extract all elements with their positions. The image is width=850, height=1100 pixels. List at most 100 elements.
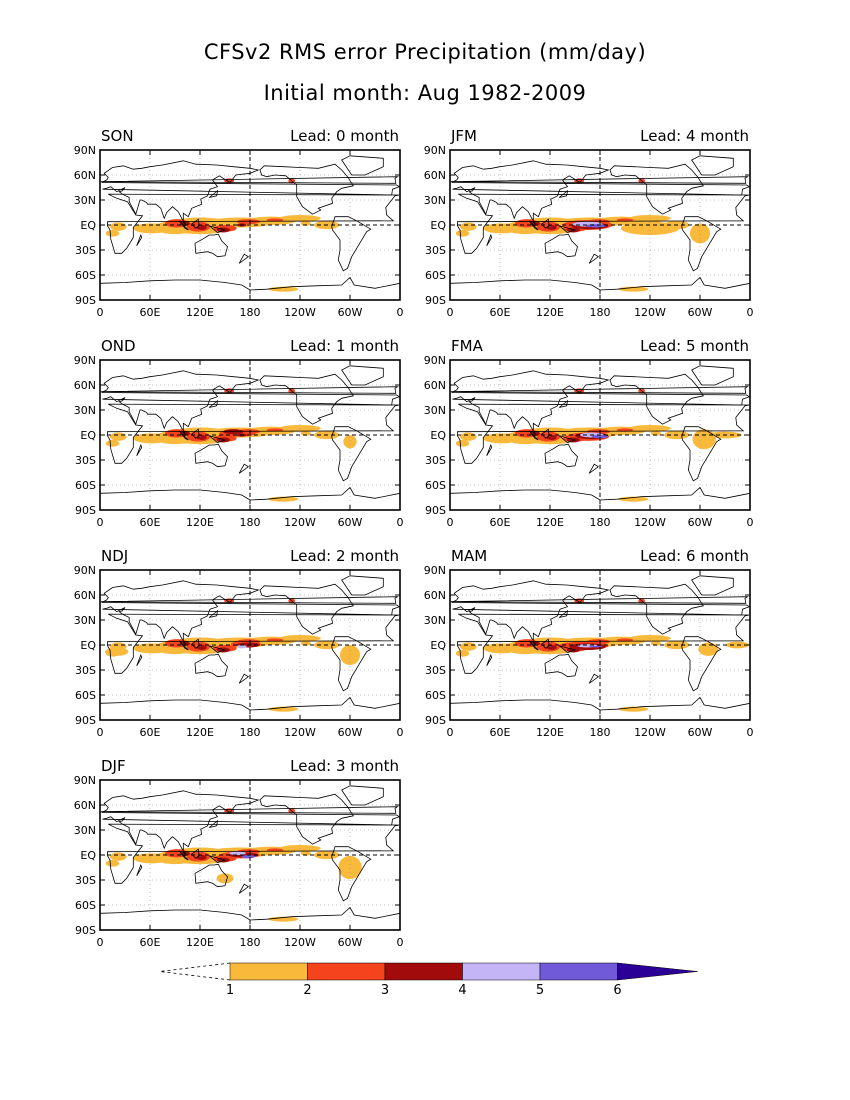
lon-tick-label: 0 [397,306,404,319]
lat-tick-label: EQ [80,849,96,862]
lon-tick-label: 120E [186,726,214,739]
coastline [558,609,569,618]
lat-tick-label: 30N [424,404,446,417]
error-shading [229,851,246,855]
lon-tick-label: 120E [536,516,564,529]
error-shading [105,230,120,237]
coastline [238,673,250,684]
antarctica-coast [450,276,750,291]
lat-tick-label: 30S [425,664,446,677]
error-shading [455,650,470,657]
lat-tick-label: EQ [430,219,446,232]
coastline [259,373,354,425]
error-shading [455,440,470,447]
season-label: OND [101,337,136,355]
error-shading [236,219,260,225]
colorbar-lower-arrow [159,962,231,981]
lat-tick-label: 60N [74,589,96,602]
lon-tick-label: 60W [338,936,363,949]
coastline [136,233,143,247]
coastline [194,863,228,888]
lead-label: Lead: 3 month [290,757,399,775]
coastline [691,365,734,386]
figure-subtitle: Initial month: Aug 1982-2009 [263,81,587,105]
lat-tick-label: 90S [425,714,446,727]
colorbar-level-label: 2 [303,983,312,998]
lon-tick-label: 60W [338,516,363,529]
lon-tick-label: 0 [97,726,104,739]
coastline [208,225,227,233]
coastline [208,435,227,443]
coastline [259,163,354,215]
coastline [451,580,750,645]
lat-tick-label: 60N [424,589,446,602]
lon-tick-label: 120W [634,516,666,529]
lon-tick-label: 60W [688,516,713,529]
lat-tick-label: 30S [75,664,96,677]
lon-tick-label: 120W [284,936,316,949]
lon-tick-label: 120E [186,936,214,949]
coastline [544,443,578,468]
colorbar-level-label: 6 [613,983,622,998]
coastline [541,638,550,649]
coastline [208,609,219,618]
coastline [558,189,569,198]
coastline [107,193,400,254]
colorbar-segment [539,962,618,981]
lon-tick-label: 0 [447,306,454,319]
lead-label: Lead: 6 month [640,547,749,565]
lead-label: Lead: 2 month [290,547,399,565]
coastline [194,443,228,468]
lat-tick-label: 60N [424,379,446,392]
error-shading [460,222,477,231]
lat-tick-label: 30N [424,614,446,627]
lon-tick-label: 60W [688,306,713,319]
lead-label: Lead: 5 month [640,337,749,355]
lat-tick-label: 60N [74,799,96,812]
lon-tick-label: 60E [490,516,511,529]
lon-tick-label: 180 [590,306,611,319]
lon-tick-label: 180 [240,306,261,319]
coastline [544,653,578,678]
lon-tick-label: 60W [338,306,363,319]
lat-tick-label: EQ [80,639,96,652]
lon-tick-label: 0 [397,726,404,739]
lat-tick-label: 90N [74,564,96,577]
season-label: JFM [450,127,477,145]
error-shading [338,855,362,880]
lon-tick-label: 0 [97,516,104,529]
lat-tick-label: 60S [425,689,446,702]
colorbar-level-label: 4 [458,983,467,998]
coastline [208,399,219,408]
lat-tick-label: 60S [425,479,446,492]
coastline [208,645,227,653]
lat-tick-label: 90S [75,294,96,307]
lat-tick-label: 90S [425,504,446,517]
coastline [194,233,228,258]
lat-tick-label: 90N [424,144,446,157]
colorbar-segment [384,962,463,981]
lat-tick-label: 60S [75,689,96,702]
coastline [341,365,384,386]
error-shading [110,852,127,861]
antarctica-coast [100,906,400,921]
season-label: MAM [451,547,487,565]
coastline [194,653,228,678]
lat-tick-label: 30S [75,244,96,257]
error-shading [546,645,557,650]
lon-tick-label: 0 [447,726,454,739]
coastline [541,428,550,439]
error-shading [110,222,127,231]
coastline [238,463,250,474]
colorbar [159,962,698,981]
coastline [107,403,400,464]
lon-tick-label: 120E [186,306,214,319]
lat-tick-label: 30N [74,614,96,627]
error-shading [216,873,234,884]
coastline [191,428,200,439]
lon-tick-label: 60E [140,516,161,529]
lat-tick-label: 60S [425,269,446,282]
coastline [178,220,189,231]
lon-tick-label: 60W [338,726,363,739]
